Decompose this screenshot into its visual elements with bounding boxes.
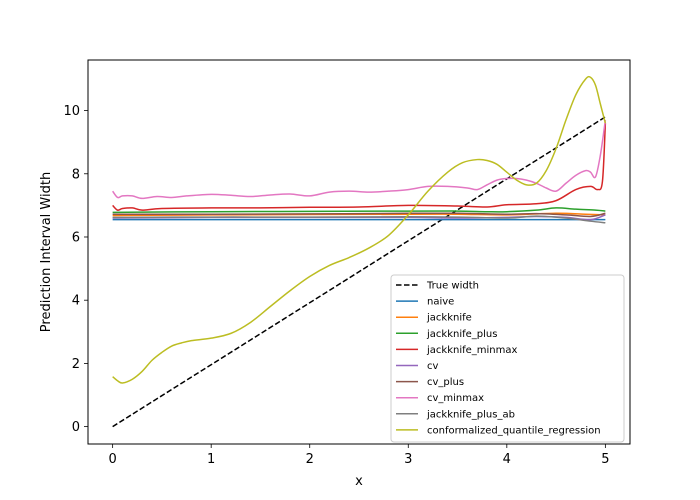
x-tick-label: 1 xyxy=(207,452,215,467)
y-tick-label: 2 xyxy=(72,357,80,372)
series-line-jackknife-plus xyxy=(112,207,606,214)
x-axis-label: x xyxy=(355,474,363,489)
x-tick-label: 0 xyxy=(108,452,116,467)
legend-label: True width xyxy=(426,281,479,292)
legend-box xyxy=(390,274,625,443)
series-line-True width xyxy=(112,116,606,428)
legend-label: cv xyxy=(427,361,438,372)
legend: True width naive jackknife jackknife_plusja… xyxy=(390,274,625,443)
x-tick-label: 3 xyxy=(404,452,412,467)
y-axis-label: Prediction Interval Width xyxy=(39,172,54,332)
series-line-cv-plus xyxy=(112,212,606,218)
y-tick-label: 6 xyxy=(72,230,80,245)
axes-frame xyxy=(87,59,631,445)
legend-label: naive xyxy=(427,297,454,308)
legend-label: jackknife_minmax xyxy=(426,345,518,356)
y-tick-label: 8 xyxy=(72,167,80,182)
legend-label: jackknife xyxy=(426,313,472,324)
legend-label: cv_minmax xyxy=(427,393,484,404)
series-line-cv-minmax xyxy=(112,119,607,200)
x-tick-label: 2 xyxy=(306,452,314,467)
series-line-jackknife-minmax xyxy=(112,123,607,211)
series-line-jackknife-plus-ab xyxy=(112,215,606,224)
legend-label: jackknife_plus xyxy=(426,329,497,340)
legend-label: cv_plus xyxy=(427,377,464,388)
legend-label: jackknife_plus_ab xyxy=(426,409,515,420)
y-tick-label: 0 xyxy=(72,420,80,435)
x-tick-label: 5 xyxy=(601,452,609,467)
series-line-conformalized-quantile-regression xyxy=(112,75,607,384)
y-axis-ticks: 0 2 4 6 8 10 xyxy=(63,104,88,435)
plot-lines xyxy=(112,75,607,428)
legend-label: conformalized_quantile_regression xyxy=(427,425,601,436)
y-tick-label: 10 xyxy=(63,104,80,119)
y-tick-label: 4 xyxy=(72,294,80,309)
x-tick-label: 4 xyxy=(503,452,511,467)
x-axis-ticks: 0 1 2 3 4 5 xyxy=(108,444,610,467)
